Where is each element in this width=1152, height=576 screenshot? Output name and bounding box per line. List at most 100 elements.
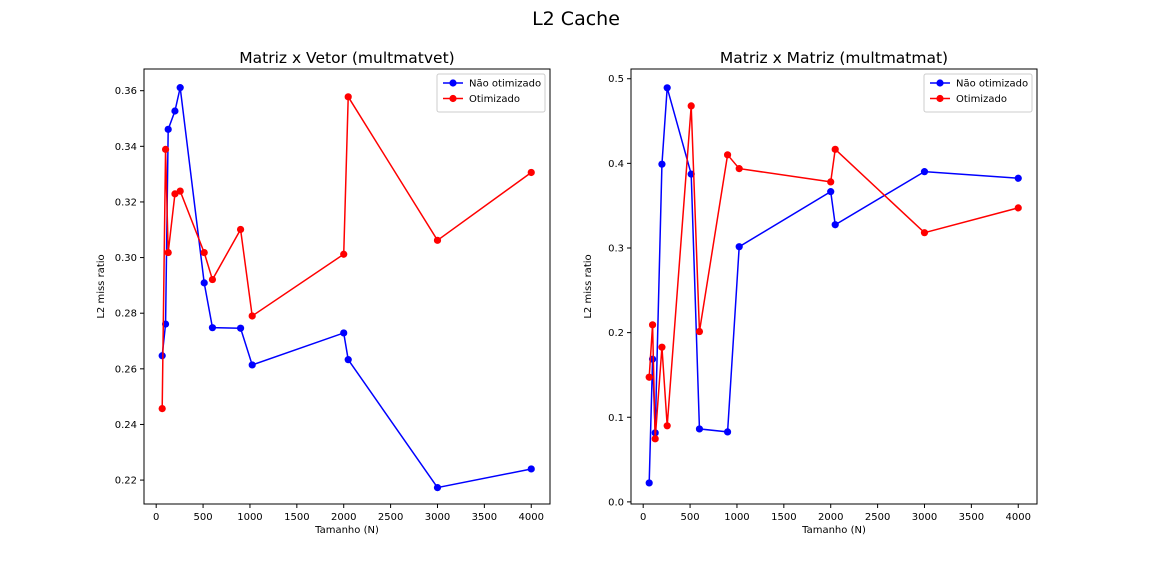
data-point: [344, 356, 352, 364]
x-axis-label: Tamanho (N): [314, 525, 379, 536]
data-point: [164, 248, 172, 257]
data-point: [831, 221, 839, 229]
x-tick-label: 4000: [519, 512, 544, 523]
legend-label: Otimizado: [469, 94, 520, 105]
y-tick-label: 0.22: [115, 476, 137, 487]
data-point: [176, 84, 184, 92]
legend-box: [436, 73, 546, 113]
x-tick-label: 500: [194, 512, 213, 523]
x-tick-label: 0: [640, 512, 646, 523]
x-tick-label: 2000: [331, 512, 356, 523]
chart-title: Matriz x Matriz (multmatmat): [720, 49, 948, 67]
data-point: [735, 165, 743, 173]
data-point: [1014, 174, 1022, 182]
series-nao-otimizado: [158, 84, 535, 492]
x-tick-label: 2500: [865, 512, 890, 523]
data-point: [723, 151, 732, 159]
plot-frame: [143, 68, 551, 505]
x-tick-label: 1500: [771, 512, 796, 523]
data-point: [236, 324, 245, 332]
data-point: [208, 324, 217, 332]
chart-title: Matriz x Vetor (multmatvet): [239, 49, 454, 67]
plot-frame: [630, 68, 1038, 505]
x-tick-label: 1000: [724, 512, 749, 523]
data-point: [735, 243, 743, 251]
legend-box: [923, 73, 1033, 113]
legend: Não otimizado Otimizado: [436, 73, 546, 113]
data-point: [527, 465, 535, 473]
data-point: [645, 373, 653, 381]
data-point: [663, 84, 671, 92]
y-axis-label: L2 miss ratio: [96, 254, 107, 318]
y-tick-label: 0.32: [115, 197, 137, 208]
data-point: [433, 483, 442, 492]
data-point: [527, 168, 535, 177]
data-point: [161, 145, 170, 153]
data-point: [208, 275, 217, 284]
legend-swatch-marker: [936, 94, 944, 103]
y-tick-label: 0.1: [608, 413, 624, 424]
y-axis-label: L2 miss ratio: [583, 254, 594, 318]
data-point: [164, 125, 172, 133]
y-tick-label: 0.26: [115, 364, 137, 375]
x-tick-label: 1500: [284, 512, 309, 523]
data-point: [695, 327, 704, 336]
data-point: [176, 187, 184, 195]
data-point: [658, 343, 666, 351]
y-tick-label: 0.24: [115, 420, 137, 431]
data-point: [236, 225, 245, 234]
y-tick-label: 0.36: [115, 86, 137, 97]
data-point: [248, 312, 256, 320]
data-point: [158, 405, 166, 413]
data-point: [723, 428, 732, 436]
legend-swatch-marker: [936, 79, 944, 87]
data-point: [340, 329, 348, 337]
data-point: [920, 229, 929, 237]
series-line: [648, 105, 1019, 439]
legend-label: Otimizado: [956, 94, 1007, 105]
x-tick-label: 0: [153, 512, 159, 523]
data-point: [831, 145, 839, 153]
legend-label: Não otimizado: [956, 79, 1028, 90]
data-point: [827, 188, 835, 196]
data-point: [1014, 204, 1022, 212]
y-tick-label: 0.3: [608, 243, 624, 254]
x-tick-label: 500: [681, 512, 700, 523]
x-tick-label: 2000: [818, 512, 843, 523]
x-tick-label: 2500: [378, 512, 403, 523]
legend-label: Não otimizado: [469, 79, 541, 90]
data-point: [648, 321, 657, 329]
data-point: [645, 479, 653, 487]
data-point: [658, 160, 666, 168]
data-point: [651, 435, 659, 443]
series-nao-otimizado: [645, 84, 1022, 487]
y-tick-label: 0.4: [608, 159, 624, 170]
x-tick-label: 3000: [425, 512, 450, 523]
series-otimizado: [158, 93, 535, 413]
data-point: [200, 248, 208, 257]
data-point: [687, 102, 695, 110]
x-tick-label: 3500: [959, 512, 984, 523]
data-point: [344, 93, 352, 101]
y-tick-label: 0.0: [608, 497, 624, 508]
x-tick-label: 3500: [472, 512, 497, 523]
x-axis-label: Tamanho (N): [801, 525, 866, 536]
legend-swatch-marker: [449, 94, 457, 103]
chart-panel-2: Matriz x Matriz (multmatmat) 0 500 1000 1500…: [583, 49, 1038, 536]
series-otimizado: [645, 102, 1022, 443]
x-tick-label: 1000: [237, 512, 262, 523]
data-point: [695, 425, 704, 433]
figure-title: L2 Cache: [532, 8, 620, 30]
y-tick-label: 0.2: [608, 328, 624, 339]
data-point: [171, 107, 179, 115]
y-tick-label: 0.28: [115, 309, 137, 320]
y-tick-label: 0.34: [115, 142, 137, 153]
data-point: [827, 178, 835, 186]
x-tick-label: 4000: [1006, 512, 1031, 523]
y-tick-label: 0.5: [608, 74, 624, 85]
legend: Não otimizado Otimizado: [923, 73, 1033, 113]
y-tick-label: 0.30: [115, 253, 137, 264]
chart-panel-1: Matriz x Vetor (multmatvet) 0 500 1000 1500 2…: [96, 49, 551, 536]
